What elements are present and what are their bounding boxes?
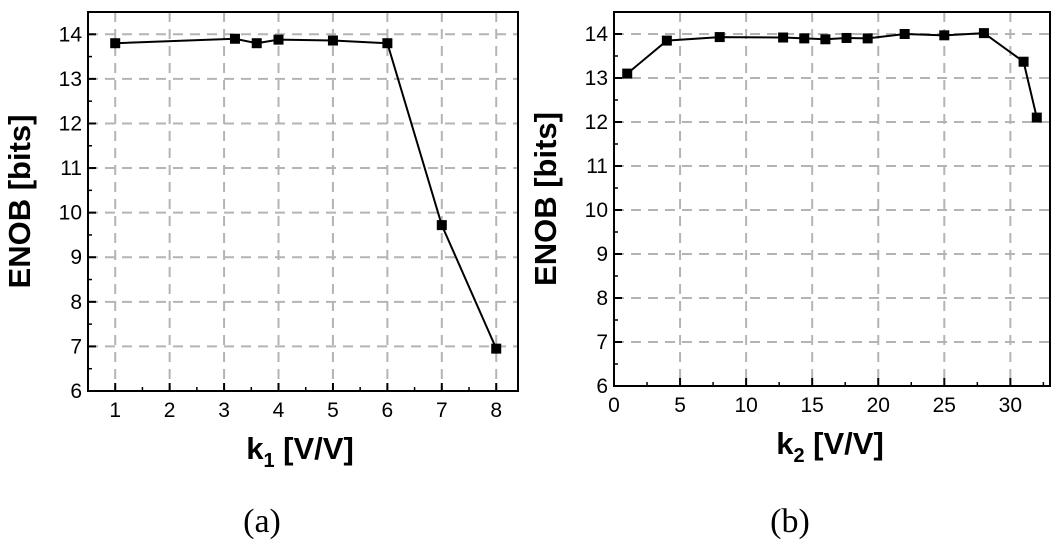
data-point (229, 33, 240, 44)
x-axis-label: k2 [V/V] (776, 426, 884, 467)
x-axis-label-subscript: 1 (263, 450, 274, 472)
y-tick-label: 6 (596, 375, 608, 398)
x-axis-label-main: k (776, 426, 794, 461)
data-point (978, 28, 989, 39)
plot-frame (613, 11, 1051, 387)
x-tick-label: 8 (490, 399, 502, 422)
x-tick-label: 0 (608, 394, 620, 417)
data-point (799, 33, 810, 44)
data-point (622, 68, 633, 79)
x-axis-label: k1 [V/V] (246, 431, 354, 472)
x-axis-label-main: k (246, 431, 264, 466)
y-tick-label: 11 (60, 157, 82, 180)
data-point (273, 34, 284, 45)
x-tick-label: 2 (164, 399, 176, 422)
y-tick-label: 13 (59, 68, 82, 91)
data-point (714, 32, 725, 43)
data-point (251, 38, 262, 49)
y-tick-label: 13 (585, 67, 608, 90)
y-tick-label: 12 (59, 112, 82, 135)
data-point (841, 32, 852, 43)
x-tick-label: 7 (436, 399, 448, 422)
y-tick-label: 14 (59, 23, 83, 46)
x-tick-label: 4 (273, 399, 285, 422)
x-tick-label: 3 (218, 399, 230, 422)
y-axis-label: ENOB [bits] (528, 112, 563, 286)
y-tick-label: 7 (596, 331, 608, 354)
y-tick-label: 7 (70, 335, 82, 358)
panel-caption: (a) (243, 503, 281, 540)
y-tick-label: 9 (70, 246, 82, 269)
series-line-1 (115, 37, 498, 350)
y-tick-label: 8 (70, 291, 82, 314)
y-axis-label: ENOB [bits] (2, 115, 37, 289)
series-line-1 (626, 32, 1038, 118)
data-point (661, 35, 672, 46)
data-point (327, 35, 338, 46)
y-tick-label: 14 (585, 23, 609, 46)
x-tick-label: 20 (867, 394, 890, 417)
x-axis-label-unit: [V/V] (275, 431, 354, 466)
x-tick-label: 25 (933, 394, 956, 417)
y-tick-label: 6 (70, 380, 82, 403)
x-axis-label-unit: [V/V] (805, 426, 884, 461)
x-tick-label: 5 (674, 394, 686, 417)
plot-frame (87, 11, 519, 392)
x-tick-label: 30 (999, 394, 1022, 417)
x-tick-label: 6 (382, 399, 394, 422)
y-tick-label: 9 (596, 243, 608, 266)
data-point (899, 29, 910, 39)
x-axis-label-subscript: 2 (793, 445, 804, 467)
data-point (1031, 112, 1042, 123)
data-point (820, 34, 831, 45)
data-point (436, 220, 447, 231)
data-point (382, 38, 393, 49)
data-point (1018, 56, 1029, 67)
y-tick-label: 12 (585, 111, 608, 134)
x-tick-label: 5 (327, 399, 339, 422)
y-tick-label: 10 (585, 199, 608, 222)
y-tick-label: 10 (59, 202, 82, 225)
data-point (778, 32, 789, 43)
data-point (491, 343, 502, 354)
data-point (862, 33, 873, 44)
x-tick-label: 15 (801, 394, 824, 417)
data-point (110, 38, 121, 49)
data-point (939, 30, 950, 41)
y-tick-label: 8 (596, 287, 608, 310)
x-tick-label: 1 (109, 399, 121, 422)
chart-panel-2: 0 5 10 15 20 25 30 6 7 8 9 10 11 12 13 14 k2 [V/V] ENOB [… (528, 11, 1051, 540)
x-tick-label: 10 (734, 394, 757, 417)
panel-caption: (b) (770, 503, 810, 540)
y-tick-label: 11 (586, 155, 608, 178)
